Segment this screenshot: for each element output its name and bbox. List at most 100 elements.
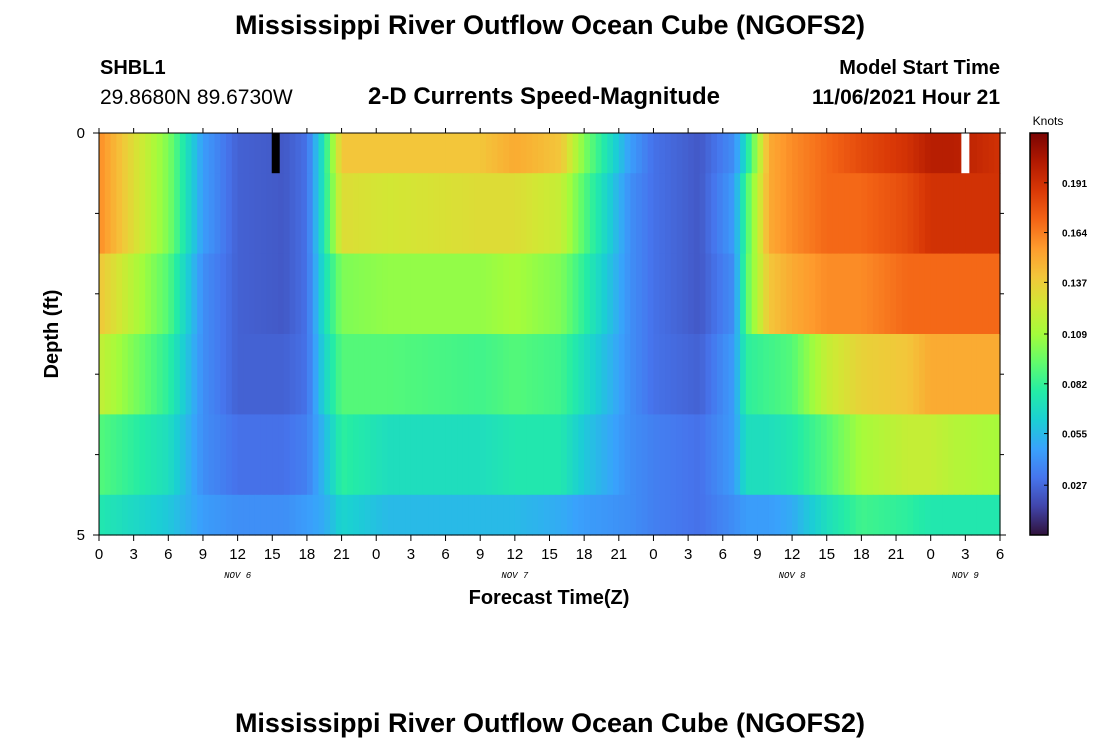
heatmap-cell — [272, 253, 279, 335]
heatmap-cell — [676, 414, 683, 496]
heatmap-cell — [318, 414, 325, 496]
heatmap-cell — [849, 173, 857, 255]
heatmap-cell — [468, 414, 476, 496]
heatmap-cell — [757, 334, 764, 415]
heatmap-cell — [867, 494, 874, 536]
heatmap-cell — [809, 494, 816, 536]
heatmap-cell — [636, 494, 643, 536]
heatmap-cell — [416, 414, 424, 496]
heatmap-cell — [405, 334, 412, 415]
heatmap-cell — [376, 494, 383, 536]
heatmap-cell — [786, 494, 793, 536]
heatmap-cell — [254, 494, 262, 536]
heatmap-cell — [561, 133, 568, 174]
heatmap-cell — [301, 414, 308, 496]
heatmap-cell — [780, 173, 787, 255]
heatmap-cell — [572, 253, 579, 335]
heatmap-cell — [757, 414, 764, 496]
heatmap-cell — [347, 173, 354, 255]
heatmap-cell — [243, 253, 250, 335]
heatmap-cell — [838, 173, 845, 255]
heatmap-cell — [278, 253, 285, 335]
heatmap-cell — [693, 173, 701, 255]
heatmap-cell — [416, 334, 424, 415]
heatmap-cell — [480, 414, 487, 496]
heatmap-cell — [485, 253, 493, 335]
heatmap-cell — [272, 494, 279, 536]
heatmap-cell — [335, 334, 343, 415]
heatmap-cell — [289, 414, 296, 496]
heatmap-cell — [924, 414, 932, 496]
heatmap-cell — [393, 173, 400, 255]
heatmap-cell — [555, 173, 562, 255]
heatmap-cell — [278, 334, 285, 415]
heatmap-cell — [953, 173, 961, 255]
heatmap-cell — [150, 494, 158, 536]
heatmap-cell — [745, 334, 753, 415]
heatmap-cell — [844, 253, 851, 335]
heatmap-cell — [792, 494, 799, 536]
heatmap-cell — [849, 253, 857, 335]
heatmap-cell — [174, 494, 181, 536]
heatmap-cell — [410, 253, 418, 335]
heatmap-cell — [110, 494, 117, 536]
heatmap-cell — [358, 334, 366, 415]
heatmap-cell — [393, 494, 400, 536]
heatmap-cell — [820, 414, 828, 496]
x-day-label: NOV 8 — [779, 571, 807, 581]
heatmap-cell — [844, 494, 851, 536]
heatmap-cell — [919, 414, 926, 496]
heatmap-cell — [485, 334, 493, 415]
heatmap-cell — [919, 133, 926, 174]
heatmap-cell — [318, 253, 325, 335]
x-tick-label: 18 — [853, 546, 870, 563]
heatmap-cell — [844, 414, 851, 496]
x-tick-label: 3 — [407, 546, 415, 563]
heatmap-cell — [474, 253, 481, 335]
heatmap-cell — [659, 414, 666, 496]
heatmap-cell — [168, 133, 175, 174]
heatmap-cell — [820, 334, 828, 415]
x-day-label: NOV 7 — [501, 571, 529, 581]
heatmap-cell — [422, 253, 429, 335]
heatmap-cell — [924, 334, 932, 415]
heatmap-cell — [145, 253, 152, 335]
heatmap-cell — [439, 253, 447, 335]
heatmap-cell — [376, 133, 383, 174]
heatmap-cell — [168, 173, 175, 255]
heatmap-cell — [428, 414, 435, 496]
heatmap-cell — [942, 253, 949, 335]
heatmap-cell — [716, 133, 724, 174]
heatmap-cell — [376, 253, 383, 335]
heatmap-cell — [768, 173, 776, 255]
heatmap-cell — [393, 133, 400, 174]
footer-title: Mississippi River Outflow Ocean Cube (NG… — [234, 708, 866, 738]
heatmap-cell — [861, 133, 868, 174]
heatmap-cell — [734, 414, 741, 496]
heatmap-cell — [636, 253, 643, 335]
heatmap-cell — [451, 133, 458, 174]
heatmap-cell — [705, 253, 712, 335]
heatmap-cell — [930, 414, 938, 496]
heatmap-cell — [393, 414, 400, 496]
heatmap-cell — [306, 334, 314, 415]
heatmap-cell — [670, 173, 678, 255]
heatmap-cell — [462, 414, 470, 496]
heatmap-cell — [884, 334, 891, 415]
heatmap-cell — [774, 253, 782, 335]
heatmap-cell — [341, 253, 348, 335]
heatmap-cell — [688, 173, 695, 255]
heatmap-cell — [99, 173, 106, 255]
heatmap-cell — [462, 253, 470, 335]
heatmap-cell — [601, 334, 608, 415]
heatmap-cell — [566, 253, 574, 335]
heatmap-cell — [901, 414, 909, 496]
heatmap-cell — [561, 334, 568, 415]
heatmap-cell — [537, 494, 545, 536]
heatmap-cell — [260, 133, 268, 174]
heatmap-cell — [214, 334, 221, 415]
heatmap-cell — [335, 173, 343, 255]
heatmap-cell — [237, 494, 244, 536]
heatmap-cell — [948, 494, 955, 536]
heatmap-cell — [491, 334, 499, 415]
